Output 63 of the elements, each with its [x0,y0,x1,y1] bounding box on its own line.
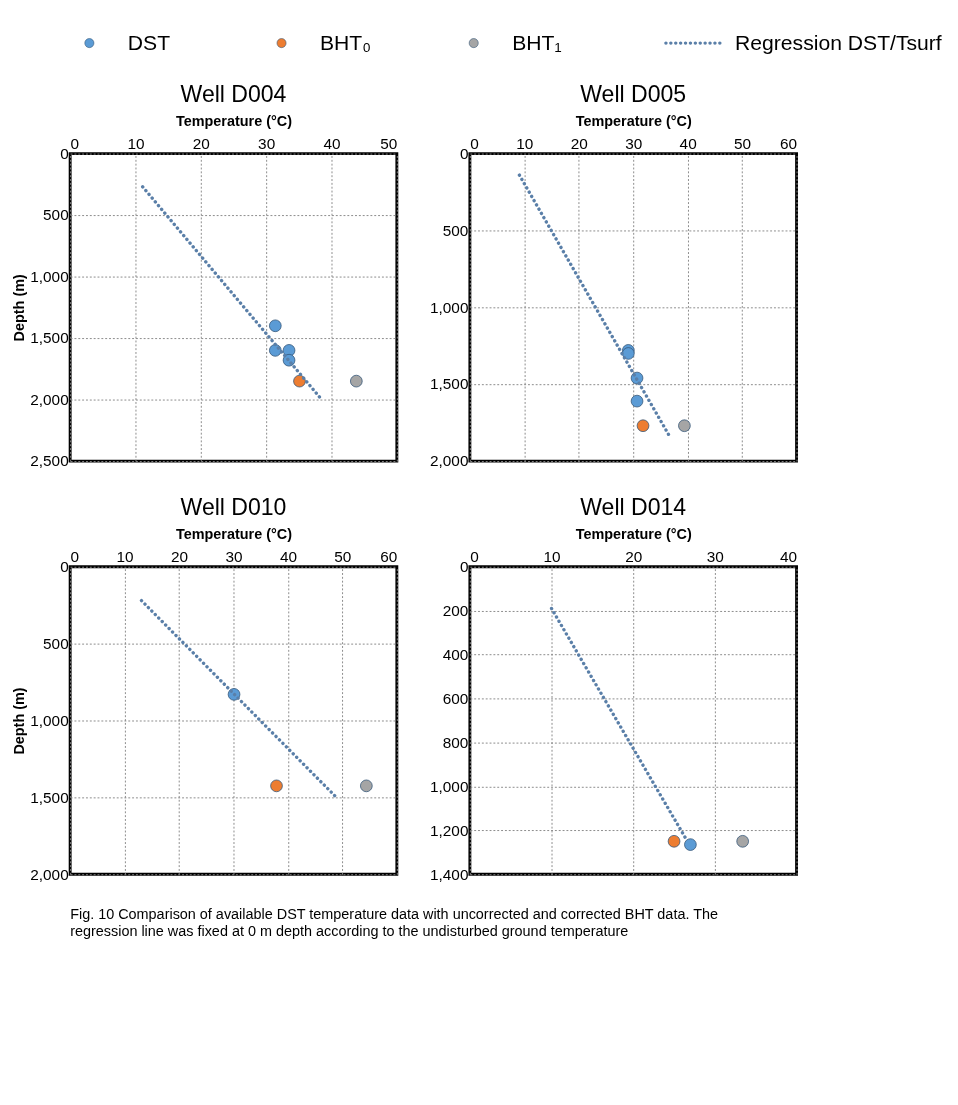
point [630,394,644,408]
y-tick-label: 500 [43,634,69,652]
chart-title: Well D004 [180,80,287,107]
x-tick-label: 20 [570,135,588,153]
x-tick-label: 10 [543,548,561,566]
x-axis-title: Temperature (°C) [575,113,692,130]
x-tick-label: 50 [334,548,352,566]
x-tick-label: 50 [380,135,398,153]
point [636,419,650,432]
y-tick-label: 400 [442,645,469,663]
y-axis-title: Depth (m) [10,687,27,755]
y-tick-label: 1,500 [30,788,69,806]
y-tick-label: 2,000 [429,452,469,470]
x-tick-label: 30 [706,548,724,566]
x-tick-label: 50 [734,135,752,153]
y-tick-label: 2,000 [30,865,69,883]
y-tick-label: 1,000 [429,777,469,795]
y-tick-label: 1,500 [30,329,69,347]
legend-label: BHT₁ [512,30,562,54]
y-tick-label: 800 [442,733,469,751]
point [678,419,691,432]
x-tick-label: 40 [679,135,697,153]
x-tick-label: 40 [779,548,798,566]
y-tick-label: 1,200 [429,821,469,839]
legend-label: Regression DST/Tsurf [735,30,942,54]
x-tick-label: 20 [192,135,210,153]
caption: Fig. 10 Comparison of available DST temperature data with uncorrected and corrected BHT data. The regression line was fixed at 0 m depth according to the undisturbed ground temperature [70,906,718,939]
y-tick-label: 2,000 [30,390,69,408]
y-tick-label: 1,500 [429,375,469,393]
y-tick-label: 1,000 [30,711,69,729]
y-tick-label: 1,000 [429,298,469,316]
x-tick-label: 30 [225,548,243,566]
x-tick-label: 30 [258,135,276,153]
point [269,319,282,333]
x-axis-title: Temperature (°C) [575,526,692,543]
y-tick-label: 600 [442,689,469,707]
legend-label: DST [127,30,171,54]
legend-label: BHT₀ [319,30,372,54]
x-tick-label: 60 [779,135,798,153]
y-tick-label: 200 [442,601,469,619]
x-axis-title: Temperature (°C) [175,526,293,543]
point [282,344,296,357]
x-tick-label: 10 [127,135,145,153]
chart-title: Well D014 [580,493,687,520]
y-axis-title: Depth (m) [10,274,27,342]
point [350,374,363,388]
x-axis-title: Temperature (°C) [175,113,293,130]
y-tick-label: 500 [442,221,469,239]
x-tick-label: 10 [516,135,534,153]
y-tick-label: 500 [43,206,69,224]
x-tick-label: 30 [625,135,643,153]
x-tick-label: 40 [279,548,297,566]
y-tick-label: 1,400 [429,865,469,883]
x-tick-label: 20 [625,548,643,566]
x-tick-label: 20 [170,548,189,566]
chart-title: Well D005 [580,80,687,107]
chart-title: Well D010 [180,493,287,520]
x-tick-label: 40 [323,135,341,153]
point [293,374,306,388]
x-tick-label: 10 [116,548,134,566]
x-tick-label: 60 [380,548,398,566]
y-tick-label: 2,500 [30,452,69,470]
y-tick-label: 1,000 [30,267,69,285]
